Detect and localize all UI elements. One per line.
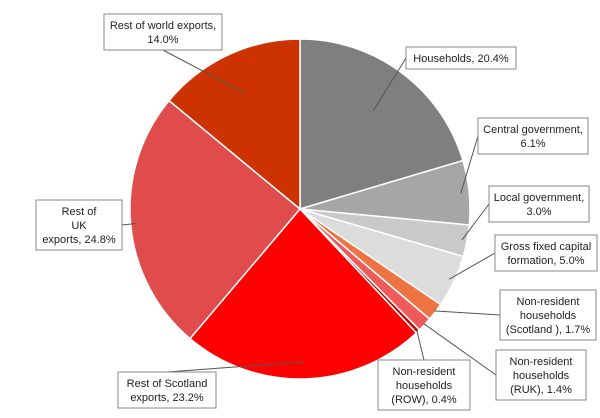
slice-label-text: Rest of	[62, 206, 98, 218]
slice-label-text: exports, 24.8%	[42, 234, 116, 246]
slice-label-text: households	[513, 370, 570, 382]
leader-line	[416, 330, 425, 361]
pie-slice	[188, 207, 418, 380]
slice-label-box	[499, 289, 597, 341]
slice-label-box	[495, 349, 587, 401]
leader-line	[461, 203, 490, 241]
slice-label-text: households	[520, 310, 577, 322]
leader-line	[372, 57, 407, 112]
slice-label-text: Central government,	[483, 124, 583, 136]
slice-label-text: 6.1%	[520, 138, 545, 150]
slice-label: Rest of Scotland exports, 23.2%	[117, 371, 217, 409]
slice-labels: Households, 20.4% Central government, 6.1%…	[35, 13, 598, 411]
slice-label-text: 14.0%	[147, 34, 178, 46]
slice-label-box	[488, 185, 590, 223]
leader-line	[162, 49, 246, 95]
slice-label: Non-resident households (Scotland ), 1.7%	[499, 289, 597, 341]
slice-label-box	[405, 46, 517, 70]
slice-label-box	[377, 359, 471, 411]
slice-label: Rest of world exports, 14.0%	[103, 13, 223, 51]
slice-label-text: 3.0%	[526, 206, 551, 218]
slice-label: Households, 20.4%	[405, 46, 517, 70]
slice-label-text: Rest of world exports,	[110, 20, 216, 32]
slice-label-text: (Scotland ), 1.7%	[506, 324, 591, 336]
pie-slice	[299, 38, 464, 211]
slice-label-text: (ROW), 0.4%	[391, 394, 457, 406]
slice-label-box	[117, 371, 217, 409]
slice-label: Gross fixed capital formation, 5.0%	[494, 234, 598, 272]
slice-label-text: exports, 23.2%	[130, 392, 204, 404]
slice-label-text: UK	[71, 220, 87, 232]
slice-label-text: (RUK), 1.4%	[510, 384, 572, 396]
leader-line	[433, 310, 501, 316]
slice-label-text: Local government,	[494, 192, 585, 204]
slice-label-text: households	[396, 380, 453, 392]
slice-label-text: Non-resident	[393, 366, 456, 378]
slice-label-text: Gross fixed capital	[501, 241, 591, 253]
leader-line	[166, 361, 304, 373]
slice-label-text: formation, 5.0%	[507, 255, 584, 267]
slice-label-box	[477, 117, 589, 155]
pie-slices	[129, 38, 471, 380]
leader-line	[448, 252, 496, 280]
slice-label: Rest of UK exports, 24.8%	[35, 199, 123, 251]
leader-line	[121, 222, 136, 226]
leader-line	[460, 135, 479, 194]
label-leader-lines	[121, 49, 501, 376]
slice-label: Non-resident households (RUK), 1.4%	[495, 349, 587, 401]
slice-label-text: Households, 20.4%	[413, 53, 509, 65]
slice-label-box	[35, 199, 123, 251]
slice-label: Local government, 3.0%	[488, 185, 590, 223]
slice-label-box	[103, 13, 223, 51]
slice-label-box	[494, 234, 598, 272]
pie-slice	[167, 38, 301, 211]
slice-label: Central government, 6.1%	[477, 117, 589, 155]
slice-label-text: Non-resident	[517, 296, 580, 308]
slice-label: Non-resident households (ROW), 0.4%	[377, 359, 471, 411]
slice-label-text: Rest of Scotland	[127, 378, 208, 390]
slice-label-text: Non-resident	[510, 356, 573, 368]
leader-line	[423, 323, 497, 376]
